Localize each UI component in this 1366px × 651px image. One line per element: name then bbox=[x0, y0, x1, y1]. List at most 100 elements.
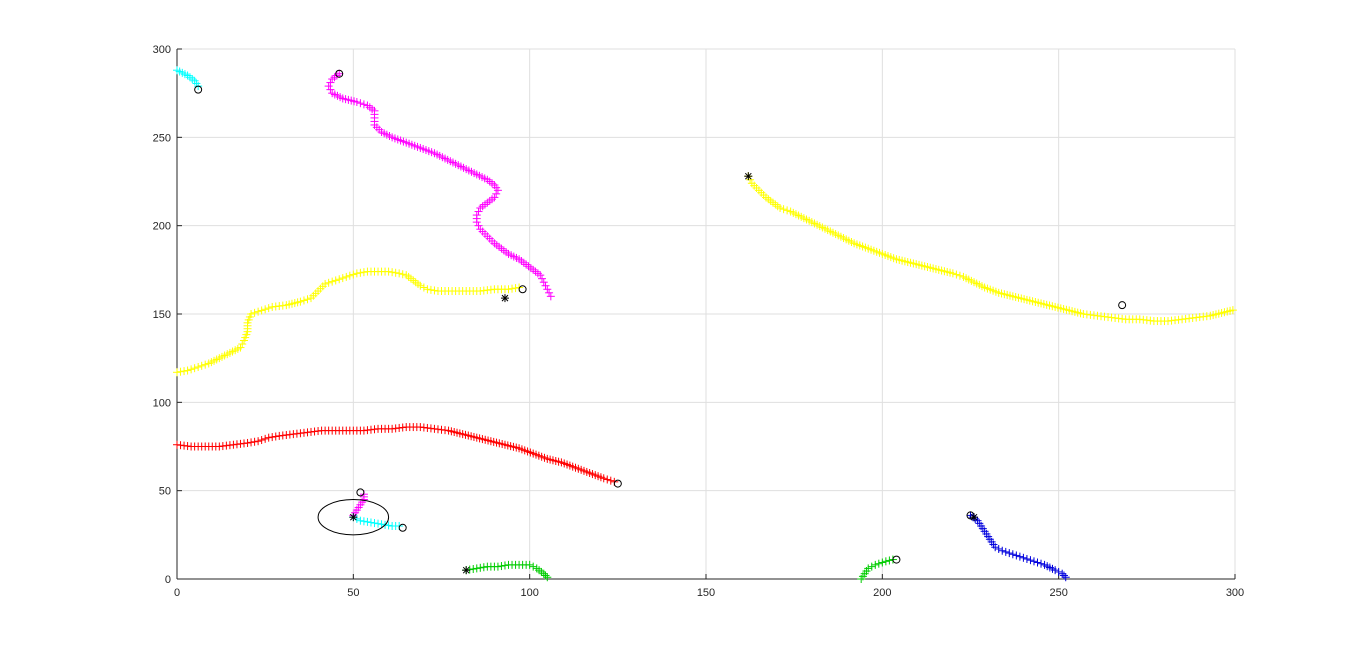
y-tick-label: 250 bbox=[153, 132, 171, 144]
plus-marker bbox=[955, 271, 964, 280]
star-d2 bbox=[501, 294, 509, 302]
plus-marker bbox=[349, 270, 358, 279]
plus-marker bbox=[264, 433, 273, 442]
plus-marker bbox=[545, 288, 554, 297]
plus-marker bbox=[606, 476, 615, 485]
plus-marker bbox=[356, 99, 365, 108]
data-series-9 bbox=[966, 511, 1070, 582]
plus-marker bbox=[183, 366, 192, 375]
y-tick-label: 100 bbox=[153, 397, 171, 409]
plus-marker bbox=[867, 562, 876, 571]
plus-marker bbox=[201, 360, 210, 369]
plus-marker bbox=[352, 98, 361, 106]
ellipse-annotation bbox=[317, 499, 390, 536]
plus-marker bbox=[541, 571, 550, 580]
plus-marker bbox=[1061, 573, 1070, 582]
plus-marker bbox=[352, 514, 361, 523]
plus-marker bbox=[243, 438, 252, 447]
data-series-0 bbox=[173, 66, 203, 94]
plus-marker bbox=[359, 100, 368, 109]
data-series-1 bbox=[324, 69, 555, 303]
plus-marker bbox=[885, 556, 894, 565]
plus-marker bbox=[1029, 557, 1038, 566]
plus-marker bbox=[261, 434, 270, 443]
plus-marker bbox=[384, 267, 393, 276]
y-tick-label: 150 bbox=[153, 309, 171, 321]
plus-marker bbox=[497, 562, 506, 571]
plus-marker bbox=[238, 340, 247, 349]
plus-marker bbox=[197, 361, 206, 370]
data-series-7 bbox=[462, 560, 552, 582]
y-tick-label: 200 bbox=[153, 221, 171, 233]
plus-marker bbox=[331, 276, 340, 285]
plus-marker bbox=[1001, 547, 1010, 556]
plus-marker bbox=[296, 297, 305, 306]
data-series-6 bbox=[349, 513, 407, 532]
y-tick-label: 0 bbox=[165, 574, 171, 586]
plus-marker bbox=[250, 437, 259, 446]
data-series-8 bbox=[857, 555, 901, 583]
plus-marker bbox=[476, 563, 485, 572]
plus-marker bbox=[1051, 566, 1060, 575]
plus-marker bbox=[1019, 553, 1028, 562]
x-tick-label: 300 bbox=[1226, 587, 1244, 599]
plus-marker bbox=[1022, 554, 1031, 563]
plus-marker bbox=[395, 269, 404, 278]
plus-marker bbox=[335, 275, 344, 284]
circle-marker bbox=[892, 555, 901, 564]
circle-marker bbox=[356, 488, 365, 497]
star-d2 bbox=[462, 566, 470, 574]
plus-marker bbox=[359, 268, 368, 277]
plus-marker bbox=[388, 268, 397, 277]
plus-marker bbox=[326, 85, 335, 94]
plus-marker bbox=[426, 285, 435, 294]
plus-marker bbox=[356, 268, 365, 277]
plus-marker bbox=[874, 559, 883, 568]
tick-labels: 0 50 100 150 200 250 300 0 50 100 150 200 250 300 bbox=[153, 44, 1245, 599]
plus-marker bbox=[493, 186, 502, 195]
x-tick-label: 0 bbox=[174, 587, 180, 599]
plus-marker bbox=[599, 474, 608, 483]
plus-marker bbox=[271, 432, 280, 441]
plus-marker bbox=[374, 519, 383, 528]
y-tick-label: 300 bbox=[153, 44, 171, 56]
plus-marker bbox=[377, 520, 386, 529]
circle-marker bbox=[398, 523, 407, 532]
plus-marker bbox=[511, 284, 520, 293]
star-marker bbox=[970, 513, 979, 522]
plus-marker bbox=[257, 436, 266, 445]
plus-marker bbox=[257, 306, 266, 315]
plus-marker bbox=[479, 563, 488, 572]
star-d2 bbox=[744, 172, 752, 180]
plus-marker bbox=[356, 516, 365, 525]
plus-marker bbox=[1026, 556, 1035, 565]
plus-marker bbox=[881, 557, 890, 566]
axes bbox=[176, 48, 1236, 580]
data-series-3 bbox=[744, 172, 1237, 326]
plus-marker bbox=[1058, 569, 1067, 578]
plus-marker bbox=[261, 305, 270, 314]
plus-marker bbox=[324, 278, 333, 287]
plus-marker bbox=[247, 310, 256, 318]
plus-marker bbox=[492, 189, 501, 198]
plus-marker bbox=[538, 274, 547, 283]
plus-marker bbox=[998, 546, 1007, 555]
plus-marker bbox=[236, 343, 245, 352]
x-tick-label: 50 bbox=[347, 587, 359, 599]
plus-marker bbox=[247, 438, 256, 447]
plus-marker bbox=[783, 206, 792, 215]
plus-marker bbox=[250, 308, 259, 317]
plus-marker bbox=[948, 269, 957, 278]
plus-marker bbox=[180, 367, 189, 376]
plus-marker bbox=[173, 368, 181, 377]
x-tick-label: 100 bbox=[520, 587, 538, 599]
plus-marker bbox=[187, 365, 196, 374]
plus-marker bbox=[994, 544, 1003, 553]
plus-marker bbox=[746, 175, 755, 184]
plus-marker bbox=[474, 207, 483, 216]
plus-marker bbox=[1012, 551, 1021, 560]
plus-marker bbox=[504, 285, 513, 294]
circle-marker bbox=[518, 285, 527, 294]
plus-marker bbox=[366, 518, 375, 527]
plus-marker bbox=[303, 295, 312, 304]
